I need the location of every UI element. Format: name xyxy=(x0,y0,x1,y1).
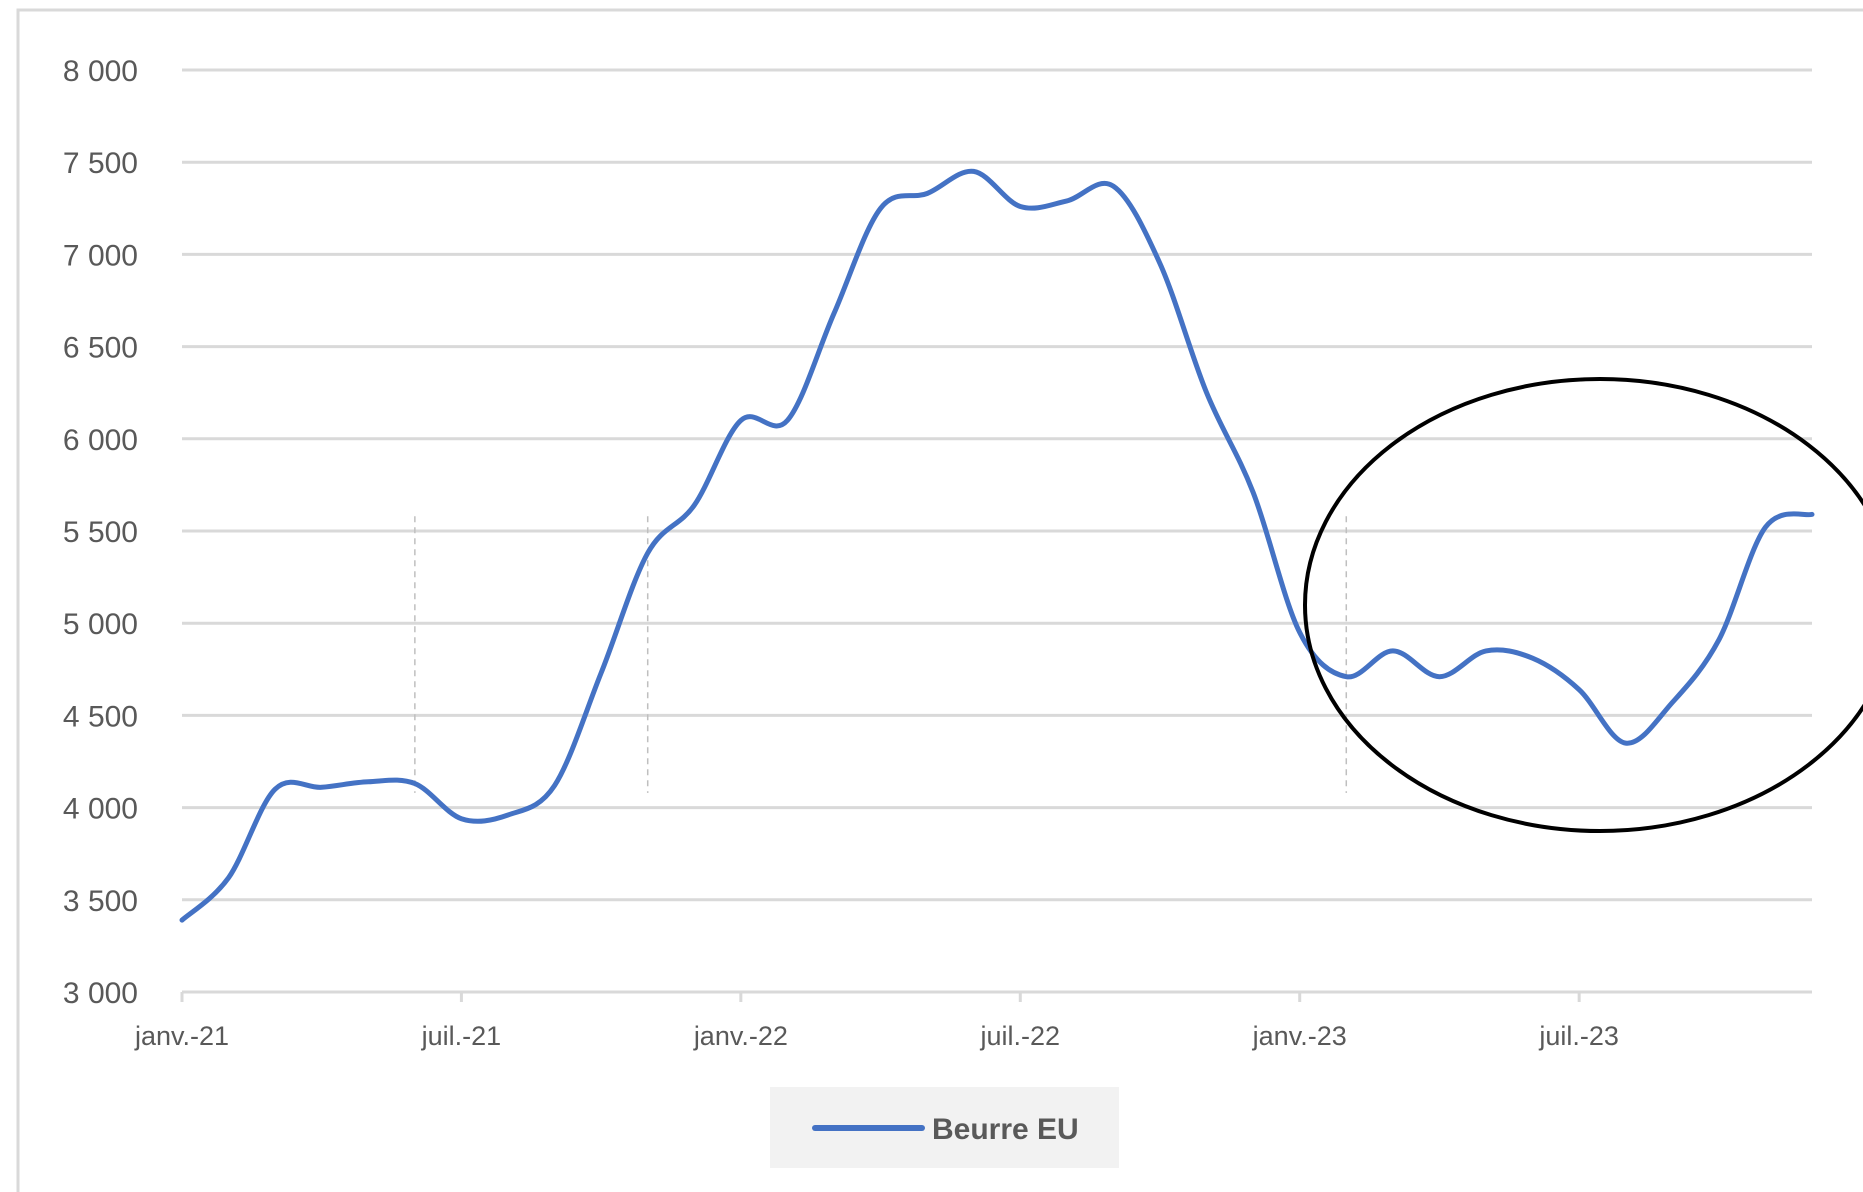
y-tick-label: 7 500 xyxy=(63,147,138,180)
x-tick-label: juil.-21 xyxy=(421,1021,502,1051)
highlight-ellipse xyxy=(1303,377,1863,833)
y-tick-label: 8 000 xyxy=(63,55,138,88)
y-tick-label: 3 500 xyxy=(63,885,138,918)
x-tick-label: juil.-22 xyxy=(980,1021,1061,1051)
y-axis-tick-labels: 3 000 3 500 4 000 4 500 5 000 5 500 6 000 6 500… xyxy=(63,55,138,1010)
x-tick-label: janv.-21 xyxy=(134,1021,229,1051)
x-tick-label: janv.-22 xyxy=(693,1021,788,1051)
gridlines xyxy=(182,68,1812,902)
y-tick-label: 5 500 xyxy=(63,516,138,549)
y-tick-label: 4 000 xyxy=(63,793,138,826)
x-axis xyxy=(180,990,1812,1002)
y-tick-label: 6 000 xyxy=(63,424,138,457)
guide-lines xyxy=(414,516,1348,793)
series-line-beurre-eu xyxy=(179,168,1815,923)
annotation-group xyxy=(1303,377,1863,833)
legend-label: Beurre EU xyxy=(932,1113,1079,1146)
legend: Beurre EU xyxy=(770,1087,1119,1168)
x-axis-tick-labels: janv.-21 juil.-21 janv.-22 juil.-22 janv.-23… xyxy=(134,1021,1619,1051)
x-tick-label: juil.-23 xyxy=(1538,1021,1619,1051)
y-tick-label: 6 500 xyxy=(63,332,138,365)
y-tick-label: 3 000 xyxy=(63,977,138,1010)
y-tick-label: 5 000 xyxy=(63,608,138,641)
y-tick-label: 7 000 xyxy=(63,239,138,272)
series-group xyxy=(179,168,1815,923)
chart-border xyxy=(16,8,1863,1192)
y-tick-label: 4 500 xyxy=(63,700,138,733)
x-tick-label: janv.-23 xyxy=(1252,1021,1347,1051)
